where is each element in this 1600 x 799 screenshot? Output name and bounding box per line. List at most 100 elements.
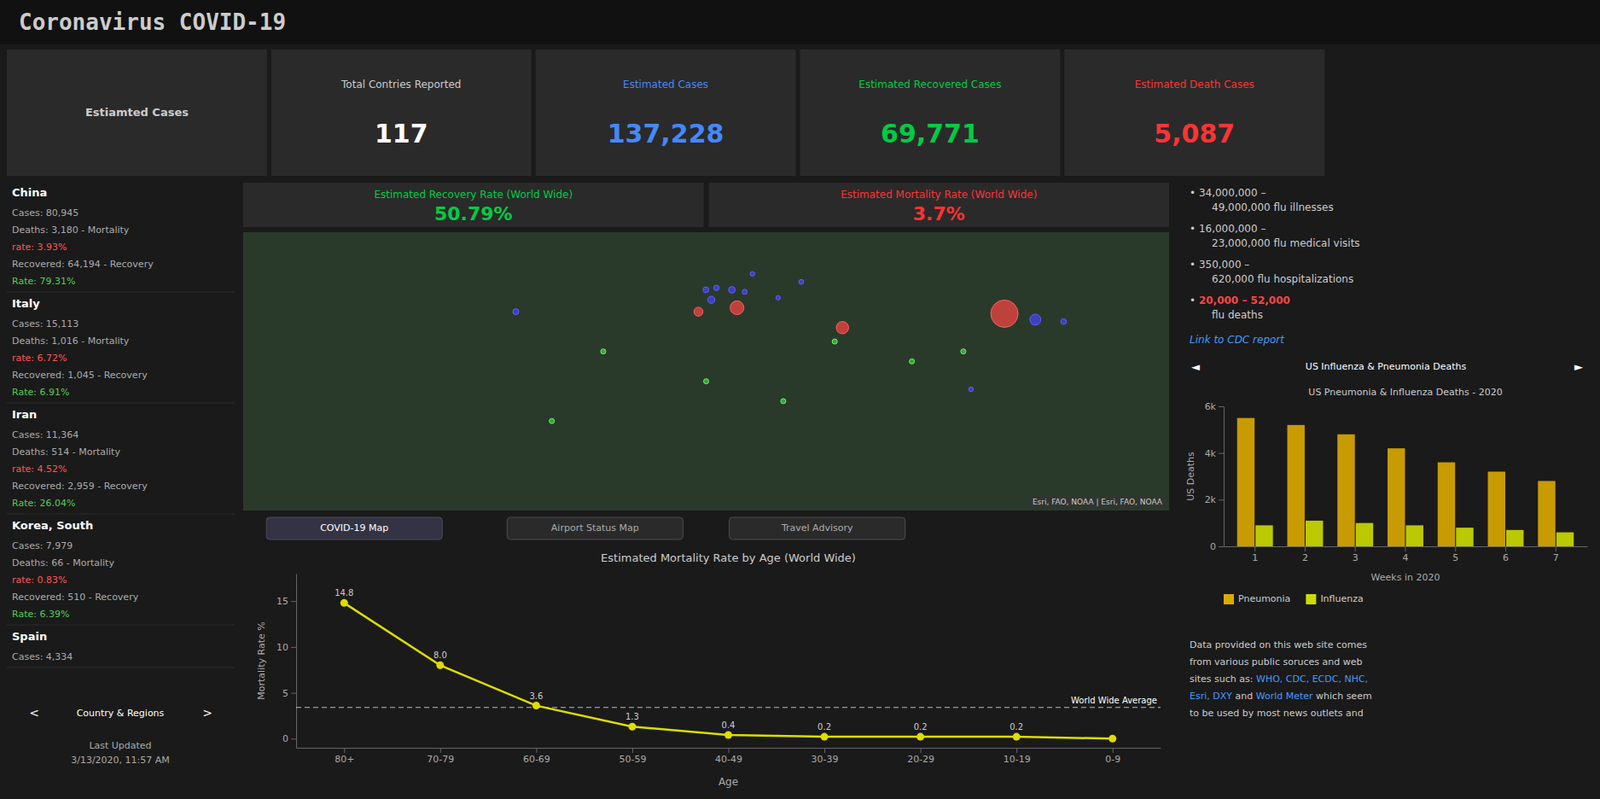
link: Link to CDC report (1189, 333, 1286, 346)
map-point (775, 295, 780, 300)
rate-card (243, 182, 704, 227)
y-tick: 0 (1210, 541, 1224, 553)
country-list: ChinaCases: 80,945Deaths: 3,180 - Mortal… (6, 186, 235, 767)
bullet-text-segment: • (1189, 294, 1199, 307)
x-tick-label: 10-19 (1003, 753, 1031, 765)
footer-text-segment: to be used by most news outlets and (1189, 707, 1364, 719)
country-name: China (11, 186, 47, 199)
x-axis-title: Age (718, 775, 739, 788)
y-tick-label: 0 (1210, 541, 1216, 553)
country-stat: Deaths: 3,180 - Mortality (11, 224, 130, 236)
x-tick-mark (1112, 747, 1114, 753)
x-tick-mark (920, 747, 922, 753)
bar (1506, 529, 1524, 547)
rate-value: 3.7% (913, 203, 966, 225)
country-stat: Rate: 6.91% (11, 386, 70, 398)
kpi-label: Estimated Cases (622, 78, 709, 91)
footer-text-segment: and (1232, 690, 1257, 702)
rate-label: Estimated Mortality Rate (World Wide) (840, 188, 1037, 201)
legend: PneumoniaInfluenza (1223, 593, 1364, 605)
y-tick-mark (1218, 406, 1224, 408)
x-tick-mark (1304, 546, 1306, 552)
map-tab (506, 517, 683, 540)
y-tick-label: 10 (276, 641, 289, 653)
x-axis: 1234567 (1224, 546, 1589, 564)
bullet-text-segment: flu deaths (1211, 308, 1263, 321)
country-stat: Recovered: 64,194 - Recovery (11, 258, 154, 270)
country-stat: Recovered: 1,045 - Recovery (11, 369, 148, 381)
y-tick: 10 (276, 641, 297, 653)
footer-text-segment: CDC, (1285, 673, 1313, 685)
data-label: 3.6 (529, 691, 543, 701)
y-axis-title: US Deaths (1185, 451, 1197, 501)
map-attribution-bg (1029, 495, 1167, 508)
kpi-card (535, 49, 797, 176)
footer-text: Esri, DXY and World Meter which seem (1189, 690, 1373, 702)
bullet-text-segment: 620,000 flu hospitalizations (1211, 273, 1354, 286)
country-nav: Country & Regions (76, 707, 165, 719)
country-name: Korea, South (11, 518, 94, 532)
bar (1355, 523, 1374, 547)
y-tick-label: 15 (276, 595, 289, 607)
x-tick: 50-59 (618, 747, 646, 765)
x-tick-label: 30-39 (811, 753, 839, 765)
y-tick-mark (1218, 499, 1224, 501)
legend-swatch (1305, 593, 1316, 605)
map-point (1060, 318, 1067, 325)
map-point (707, 296, 715, 303)
separator (6, 513, 235, 515)
footer-text-segment: Data provided on this web site comes (1189, 639, 1368, 651)
data-label: 0.2 (1009, 721, 1024, 732)
bullet-text: 620,000 flu hospitalizations (1211, 273, 1354, 286)
footer-text-segment: NHC, (1344, 673, 1368, 685)
x-tick: 20-29 (907, 747, 935, 765)
plot-area (296, 599, 1161, 743)
line-point (340, 599, 349, 607)
kpi-label: Total Contries Reported (340, 78, 461, 91)
map-tab (729, 517, 906, 540)
map-point (832, 338, 838, 344)
x-tick-label: 40-49 (715, 753, 743, 765)
country-stat: Rate: 26.04% (11, 497, 76, 509)
map-point (750, 271, 755, 276)
y-tick-mark (290, 692, 297, 694)
map-point (960, 349, 966, 355)
y-axis-line (296, 574, 297, 749)
flu-nav: US Influenza & Pneumonia Deaths (1305, 360, 1467, 373)
country-stat: Recovered: 510 - Recovery (11, 591, 140, 603)
map-area (243, 232, 1170, 511)
map-tab-label: COVID-19 Map (320, 522, 389, 534)
x-tick-label: 80+ (334, 753, 355, 765)
x-tick-label: 20-29 (907, 753, 935, 765)
x-tick-label: 70-79 (426, 753, 454, 765)
flu-nav: ◄ (1191, 360, 1200, 373)
x-tick: 7 (1553, 546, 1560, 564)
separator (6, 624, 235, 626)
bar (1255, 524, 1273, 547)
map-point (600, 349, 606, 355)
footer-text-segment: ECDC, (1312, 673, 1345, 685)
x-tick-label: 4 (1402, 552, 1409, 564)
y-tick-mark (290, 646, 297, 648)
map-chart: Esri, FAO, NOAA | Esri, FAO, NOAA (243, 232, 1170, 511)
x-tick: 40-49 (715, 747, 743, 765)
x-tick-mark (824, 747, 826, 753)
data-label: 1.3 (625, 711, 640, 722)
bullet-text: • 350,000 – (1189, 258, 1250, 271)
chart-title: Estimated Mortality Rate by Age (World W… (600, 551, 856, 565)
country-name: Iran (11, 407, 37, 421)
title-bar: Coronavirus COVID-19 (0, 0, 1600, 45)
y-tick-label: 4k (1204, 448, 1217, 460)
x-tick: 80+ (334, 747, 355, 765)
y-axis: 02k4k6k (1204, 401, 1225, 553)
x-tick: 4 (1402, 546, 1409, 564)
map-point (836, 321, 849, 334)
title-bar-bg (0, 0, 1600, 45)
bullet-text-segment: • 16,000,000 – (1189, 222, 1266, 235)
footer-text-segment: from various public soruces and web (1189, 656, 1362, 668)
map-point (730, 300, 745, 315)
map-point (703, 286, 710, 293)
y-tick: 0 (282, 733, 297, 745)
last-updated: 3/13/2020, 11:57 AM (70, 754, 170, 766)
x-tick-label: 2 (1302, 552, 1309, 564)
